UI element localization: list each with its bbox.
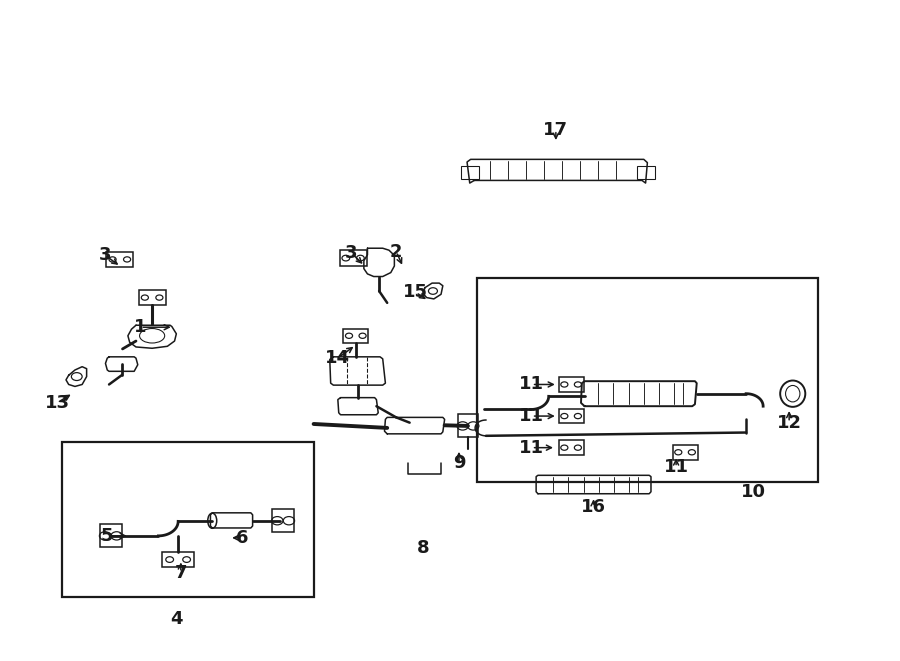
Bar — [62, 442, 313, 597]
Bar — [559, 440, 584, 455]
Text: 14: 14 — [325, 349, 350, 367]
Bar — [477, 278, 818, 482]
Text: 5: 5 — [101, 527, 113, 545]
Bar — [343, 329, 368, 343]
Bar — [100, 524, 122, 547]
Text: 10: 10 — [741, 483, 766, 501]
Bar — [559, 377, 584, 392]
Text: 1: 1 — [134, 318, 147, 336]
Bar — [139, 290, 166, 305]
Text: 16: 16 — [581, 498, 606, 516]
Bar — [106, 253, 133, 266]
Text: 9: 9 — [453, 455, 465, 473]
Text: 11: 11 — [663, 459, 688, 477]
Text: 3: 3 — [345, 244, 357, 262]
Text: 6: 6 — [236, 529, 248, 547]
Bar — [636, 166, 654, 179]
Text: 7: 7 — [175, 564, 187, 582]
Bar — [672, 445, 698, 459]
Bar — [559, 408, 584, 423]
Text: 4: 4 — [170, 610, 183, 628]
Text: 11: 11 — [519, 407, 544, 425]
Text: 13: 13 — [44, 394, 69, 412]
Text: 8: 8 — [417, 539, 429, 557]
Text: 17: 17 — [544, 121, 569, 139]
Text: 11: 11 — [519, 375, 544, 393]
Bar — [162, 552, 194, 567]
Bar — [339, 251, 366, 266]
Text: 3: 3 — [98, 246, 111, 264]
Text: 2: 2 — [390, 243, 402, 260]
Bar — [461, 166, 479, 179]
Text: 11: 11 — [519, 439, 544, 457]
Text: 15: 15 — [403, 284, 428, 301]
Bar — [458, 414, 478, 438]
Bar — [273, 509, 294, 532]
Text: 12: 12 — [777, 414, 802, 432]
